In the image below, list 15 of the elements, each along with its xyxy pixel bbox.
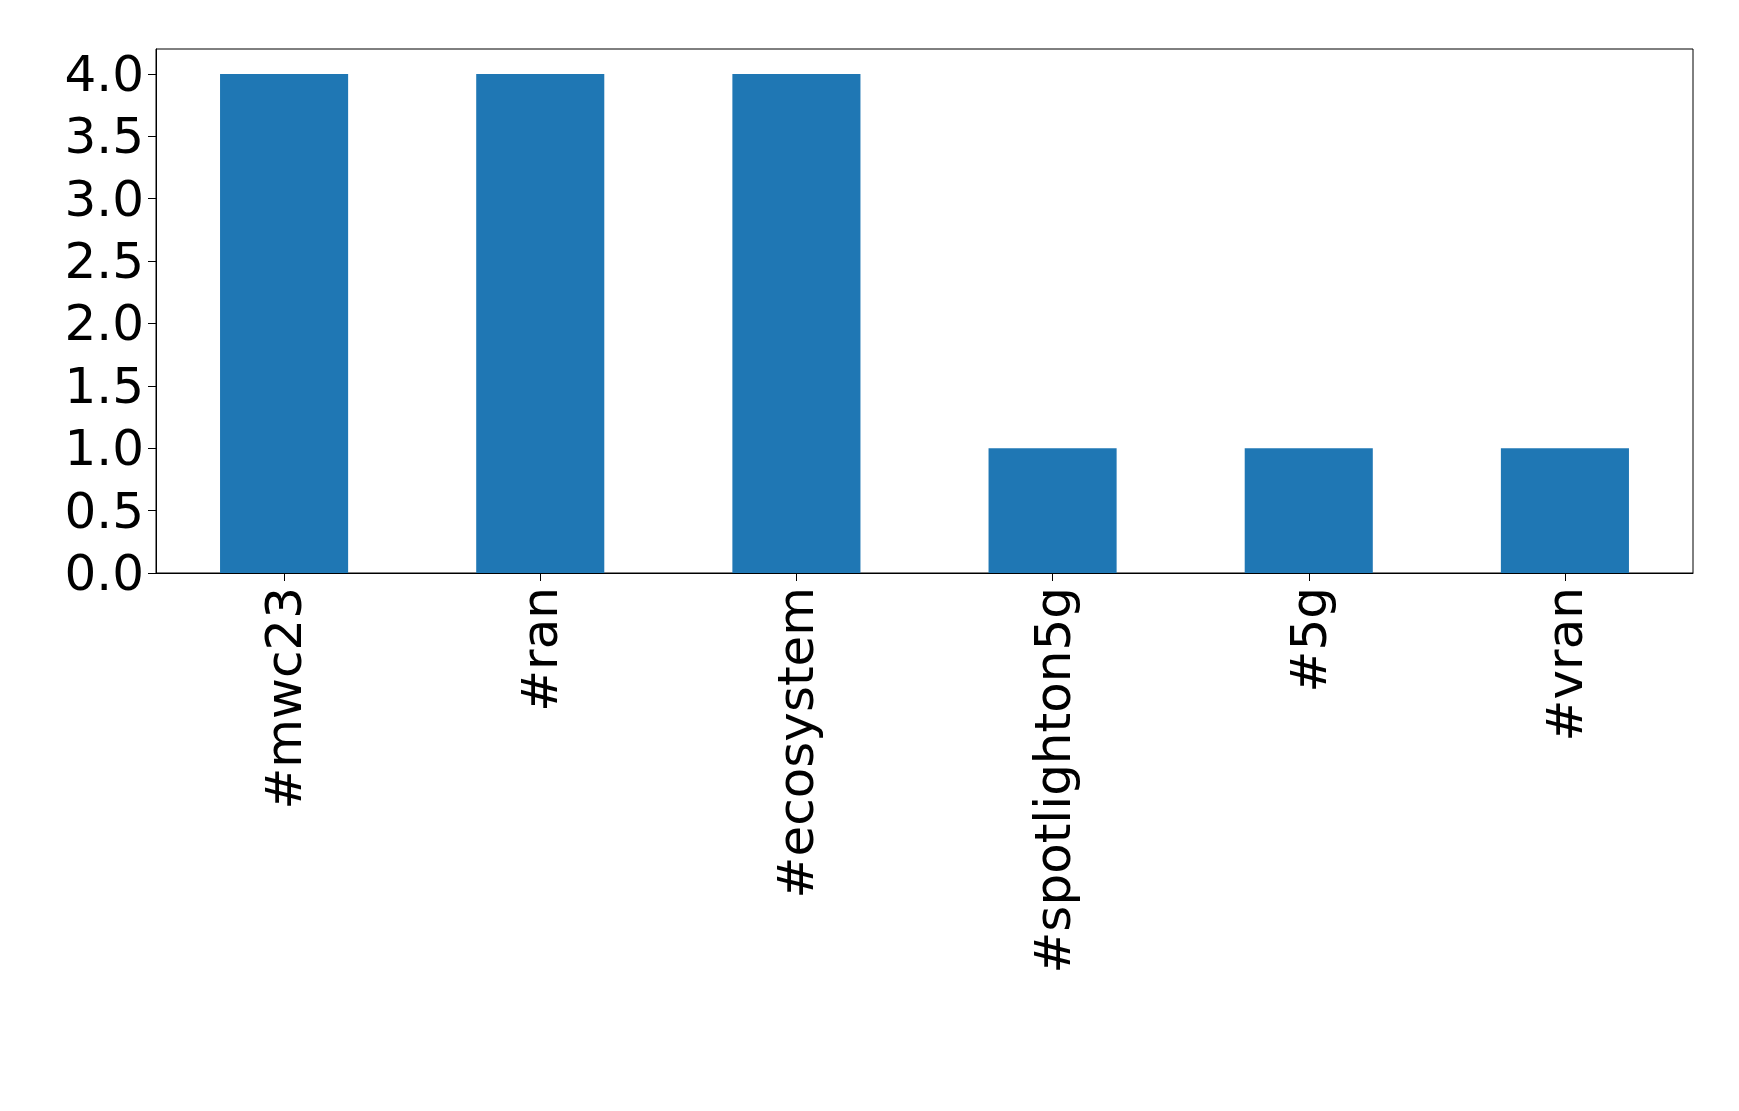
- y-tick-label: 2.5: [64, 232, 144, 291]
- y-tick-label: 3.5: [64, 107, 144, 166]
- y-tick-label: 4.0: [64, 44, 144, 103]
- y-tick-label: 1.0: [64, 419, 144, 478]
- x-tick-label: #vran: [1535, 587, 1594, 742]
- y-tick-label: 3.0: [64, 169, 144, 228]
- x-tick-label: #spotlighton5g: [1023, 587, 1082, 974]
- x-tick-label: #ecosystem: [767, 587, 826, 899]
- x-tick-label: #5g: [1279, 587, 1338, 693]
- y-tick-label: 1.5: [64, 356, 144, 415]
- y-tick-label: 0.5: [64, 481, 144, 540]
- y-tick-label: 0.0: [64, 544, 144, 602]
- x-tick-label: #mwc23: [255, 587, 314, 810]
- x-tick-label: #ran: [511, 587, 570, 712]
- y-tick-label: 2.0: [64, 294, 144, 353]
